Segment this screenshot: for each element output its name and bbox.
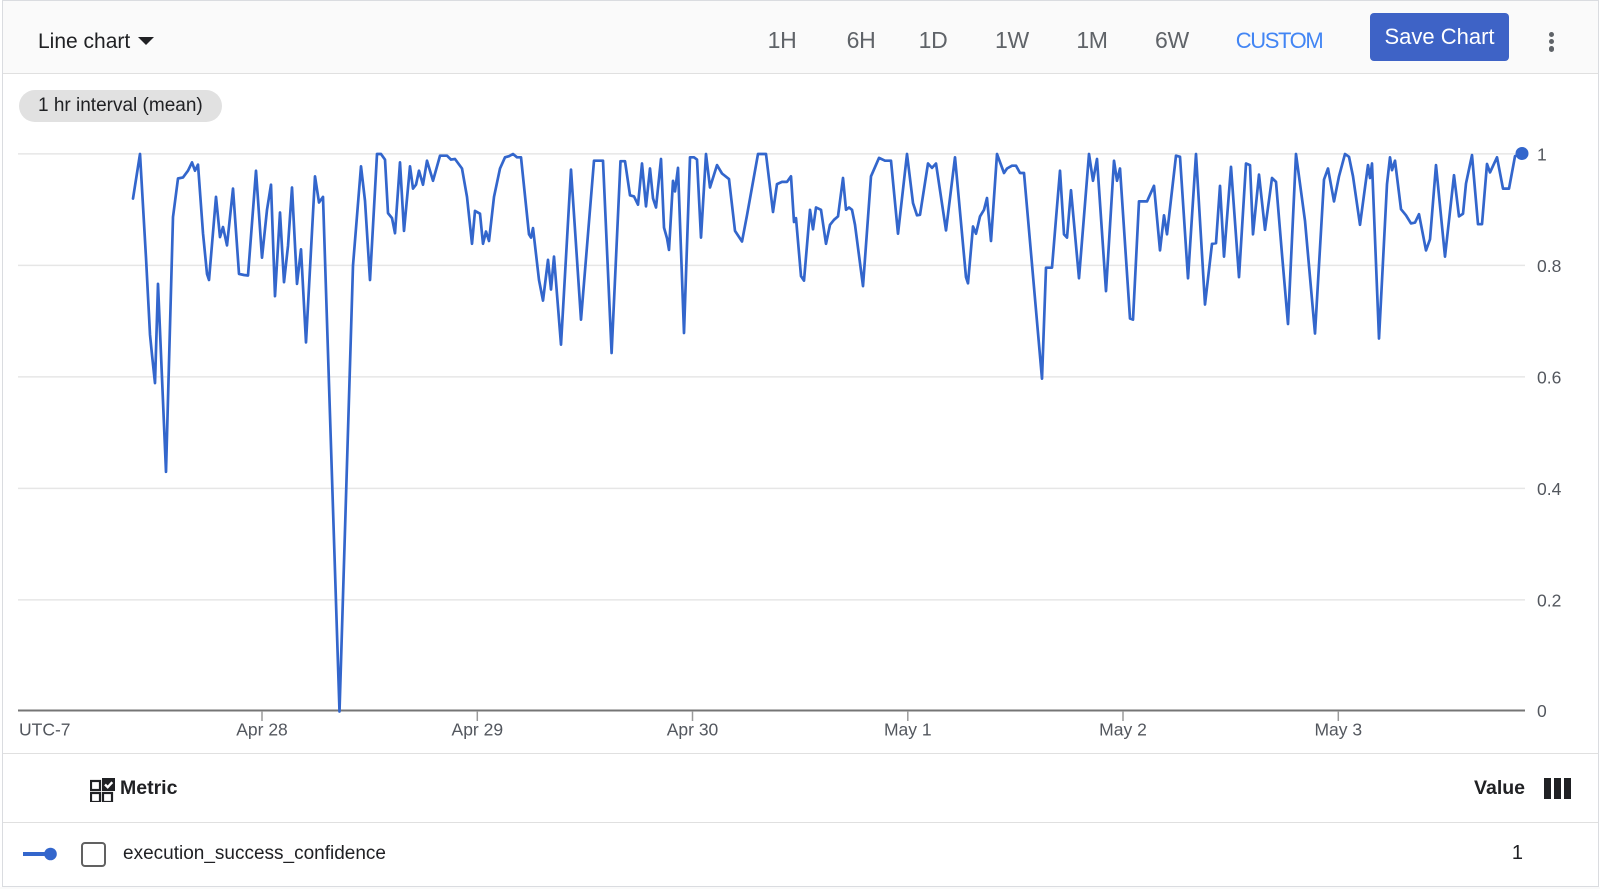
svg-text:Apr 28: Apr 28 bbox=[236, 720, 288, 740]
svg-text:0.2: 0.2 bbox=[1537, 590, 1561, 610]
svg-text:UTC-7: UTC-7 bbox=[19, 720, 71, 740]
svg-text:Apr 29: Apr 29 bbox=[452, 720, 504, 740]
svg-text:Apr 30: Apr 30 bbox=[667, 720, 719, 740]
svg-text:0.6: 0.6 bbox=[1537, 367, 1561, 387]
svg-text:0.8: 0.8 bbox=[1537, 256, 1561, 276]
svg-text:May 2: May 2 bbox=[1099, 720, 1147, 740]
svg-text:1: 1 bbox=[1537, 144, 1547, 164]
svg-text:May 1: May 1 bbox=[884, 720, 932, 740]
svg-text:0: 0 bbox=[1537, 701, 1547, 721]
svg-text:May 3: May 3 bbox=[1314, 720, 1362, 740]
svg-text:0.4: 0.4 bbox=[1537, 479, 1562, 499]
